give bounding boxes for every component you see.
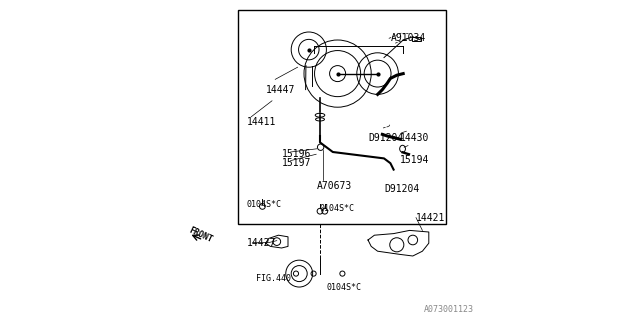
Text: FIG.440: FIG.440: [256, 274, 291, 283]
Text: 14411: 14411: [246, 116, 276, 127]
Text: 14447: 14447: [266, 84, 295, 95]
Bar: [412, 37, 421, 41]
Text: 15196: 15196: [282, 148, 311, 159]
Text: 0104S*C: 0104S*C: [326, 284, 362, 292]
Text: 0104S*C: 0104S*C: [320, 204, 355, 212]
Text: A91034: A91034: [390, 33, 426, 44]
Bar: [239, 10, 447, 224]
Text: 14421: 14421: [416, 212, 445, 223]
Text: 15197: 15197: [282, 158, 311, 168]
Text: A073001123: A073001123: [424, 305, 474, 314]
Text: A70673: A70673: [317, 180, 352, 191]
Text: FRONT: FRONT: [188, 225, 214, 244]
Text: 14427: 14427: [246, 238, 276, 248]
Text: 14430: 14430: [400, 132, 429, 143]
Text: D91204: D91204: [384, 184, 419, 194]
Text: 15194: 15194: [400, 155, 429, 165]
Text: D91204: D91204: [368, 132, 403, 143]
Text: 0104S*C: 0104S*C: [246, 200, 282, 209]
